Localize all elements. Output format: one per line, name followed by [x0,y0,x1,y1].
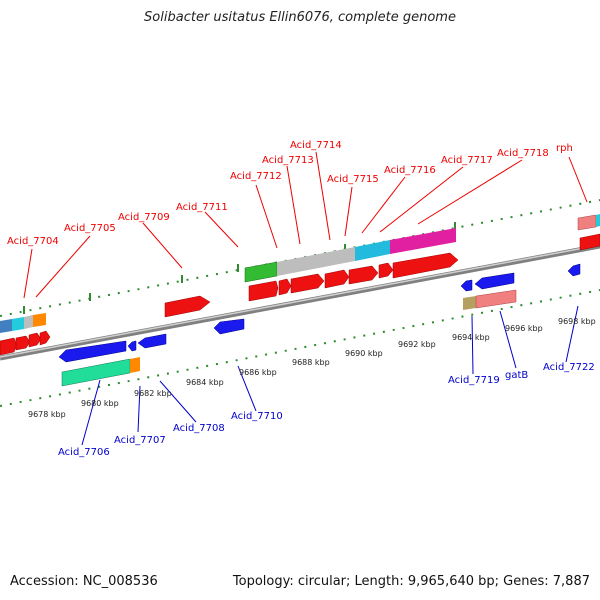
scale-label: 9698 kbp [558,317,596,326]
feature-cyan [12,317,24,331]
gene-label[interactable]: Acid_7712 [230,171,282,182]
feature-salmon [475,289,517,309]
feature-seagreen [61,358,131,387]
cds-arrow [474,272,515,290]
genome-summary-text: Topology: circular; Length: 9,965,640 bp… [232,574,590,589]
gene-label[interactable]: gatB [505,370,528,381]
gene-label[interactable]: Acid_7713 [262,155,314,166]
cds-arrow [460,279,473,292]
feature-cluster-left[interactable] [0,313,46,333]
cds-arrow [15,335,31,351]
gene-label[interactable]: Acid_7705 [64,223,116,234]
cds-arrow [213,318,245,335]
gene-label[interactable]: Acid_7719 [448,375,500,386]
gene-label[interactable]: Acid_7707 [114,435,166,446]
cds-arrow [58,340,127,363]
reverse-label-leaders [81,305,579,446]
map-title: Solibacter usitatus Ellin6076, complete … [144,10,456,25]
scale-label: 9692 kbp [398,340,436,349]
cds-arrow [378,262,394,279]
gene-label[interactable]: Acid_7714 [290,140,342,151]
cds-arrow [348,265,379,285]
reverse-cds-arrows[interactable] [58,263,581,363]
scale-label: 9682 kbp [134,389,172,398]
feature-cluster-right[interactable] [577,214,600,231]
forward-major-ticks [23,222,456,314]
feature-cyan [596,214,600,227]
accession-text: Accession: NC_008536 [10,574,158,589]
reverse-tick-track [0,289,600,407]
scale-label: 9690 kbp [345,349,383,358]
feature-cyan [355,240,390,261]
cds-arrow [127,340,137,352]
scale-labels: 9678 kbp 9680 kbp 9682 kbp 9684 kbp 9686… [28,317,596,419]
genome-backbone [0,243,600,361]
scale-label: 9680 kbp [81,399,119,408]
scale-label: 9686 kbp [239,368,277,377]
cds-arrow [137,333,167,349]
cds-arrow [39,330,51,346]
gene-label[interactable]: Acid_7709 [118,212,170,223]
forward-label-leaders [23,151,588,299]
cds-arrow [248,280,279,302]
gene-label[interactable]: Acid_7722 [543,362,595,373]
feature-cluster-upper[interactable] [244,228,456,283]
gene-label[interactable]: Acid_7706 [58,447,110,458]
cds-arrow [164,295,211,318]
gene-label[interactable]: Acid_7704 [7,236,59,247]
feature-green [244,261,278,283]
gene-label[interactable]: Acid_7710 [231,411,283,422]
cds-arrow [290,273,325,294]
cds-arrow [278,278,292,296]
feature-steelblue [0,319,12,333]
gene-label[interactable]: Acid_7711 [176,202,228,213]
scale-label: 9688 kbp [292,358,330,367]
reverse-gene-labels: Acid_7706 Acid_7707 Acid_7708 Acid_7710 … [58,362,595,458]
cds-arrow [579,233,600,251]
genome-backbone-highlight [0,244,600,358]
feature-orange [33,313,46,327]
feature-orange [130,357,140,373]
gene-label[interactable]: Acid_7708 [173,423,225,434]
scale-label: 9696 kbp [505,324,543,333]
feature-olive [463,296,476,310]
cds-arrow [324,269,350,289]
scale-label: 9678 kbp [28,410,66,419]
feature-gray [277,247,355,276]
feature-gray [24,315,33,329]
scale-label: 9684 kbp [186,378,224,387]
gene-label[interactable]: rph [556,143,573,154]
cds-arrow [392,252,459,279]
gene-label[interactable]: Acid_7715 [327,174,379,185]
gene-label[interactable]: Acid_7718 [497,148,549,159]
feature-salmon [577,214,597,231]
scale-label: 9694 kbp [452,333,490,342]
forward-gene-labels: Acid_7704 Acid_7705 Acid_7709 Acid_7711 … [7,140,573,247]
forward-cds-arrows-upper[interactable] [0,233,600,356]
cds-arrow [567,263,581,277]
gene-label[interactable]: Acid_7716 [384,165,436,176]
cds-arrow [0,337,18,356]
feature-cluster-lower[interactable] [61,289,517,387]
cds-arrow [28,332,42,348]
gene-label[interactable]: Acid_7717 [441,155,493,166]
feature-magenta [390,228,456,254]
forward-tick-track [0,199,600,317]
